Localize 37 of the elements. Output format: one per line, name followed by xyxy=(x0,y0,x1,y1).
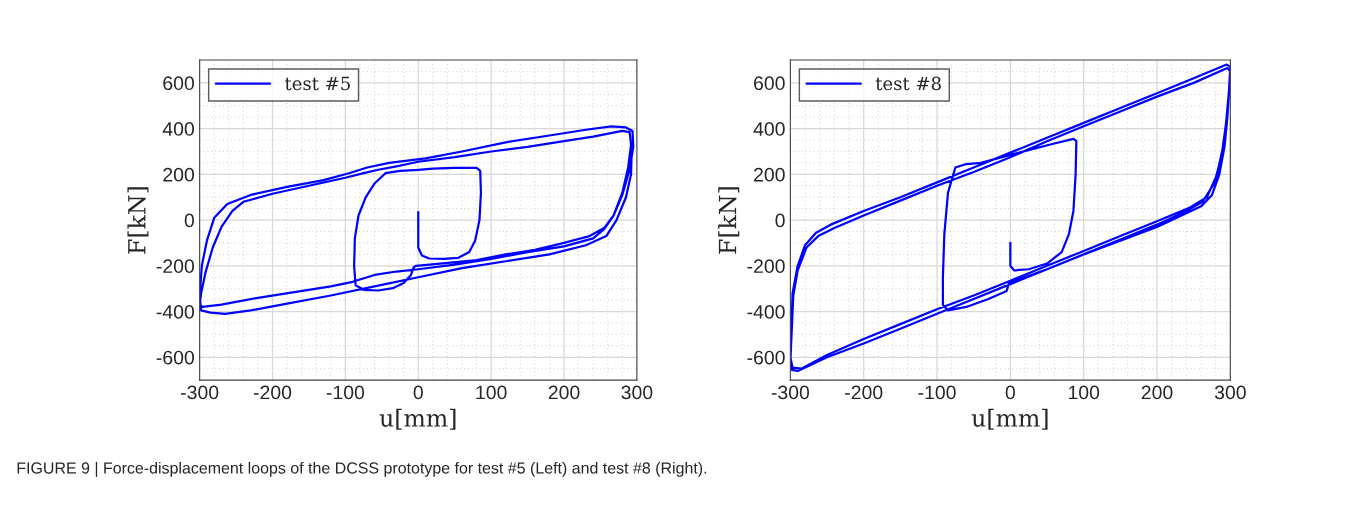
legend-label: test #5 xyxy=(285,76,350,91)
line-series xyxy=(790,63,1231,373)
x-tick-label: 100 xyxy=(1068,385,1100,400)
y-tick-label: -600 xyxy=(156,350,195,365)
x-axis-title: u[mm] xyxy=(971,408,1048,430)
y-axis-title: F[kN] xyxy=(127,187,149,254)
y-tick-label: 600 xyxy=(163,76,195,91)
x-tick-label: 100 xyxy=(476,385,507,400)
y-tick-label: -400 xyxy=(156,305,195,319)
caption: FIGURE 9 | Force-displacement loops of the DCSS prototype for test #5 (Left) and test #8 (Right). xyxy=(17,461,707,477)
legend-label: test #8 xyxy=(875,76,941,91)
y-tick-label: -200 xyxy=(156,259,195,274)
y-tick-label: 200 xyxy=(163,167,195,182)
y-tick-label: 400 xyxy=(162,122,195,136)
x-tick-label: 200 xyxy=(548,385,580,400)
x-tick-label: -300 xyxy=(181,385,219,400)
y-tick-label: 0 xyxy=(184,213,195,228)
x-tick-label: -300 xyxy=(771,385,810,400)
y-tick-label: 600 xyxy=(754,76,785,91)
x-tick-label: 200 xyxy=(1141,385,1173,400)
y-axis-title: F[kN] xyxy=(718,187,740,254)
x-tick-label: 300 xyxy=(621,385,653,400)
y-tick-label: -600 xyxy=(747,350,785,365)
x-axis-title: u[mm] xyxy=(379,408,456,430)
x-tick-label: -200 xyxy=(253,385,292,400)
x-tick-label: 0 xyxy=(1005,385,1015,400)
x-tick-label: -100 xyxy=(918,385,956,400)
y-tick-label: 400 xyxy=(753,122,785,136)
y-tick-label: -200 xyxy=(747,259,785,274)
x-tick-label: -100 xyxy=(326,385,365,400)
y-tick-label: 200 xyxy=(754,167,785,182)
x-tick-label: 300 xyxy=(1214,385,1246,400)
x-tick-label: -200 xyxy=(845,385,883,400)
y-tick-label: 0 xyxy=(775,213,785,228)
x-tick-label: 0 xyxy=(413,385,423,400)
line-series xyxy=(199,125,635,315)
y-tick-label: -400 xyxy=(747,305,785,319)
